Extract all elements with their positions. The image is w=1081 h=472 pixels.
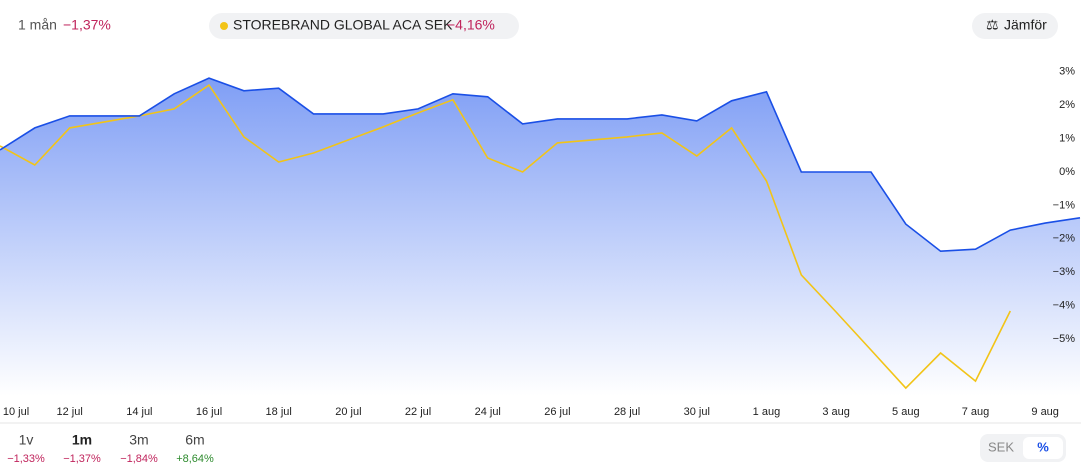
legend-value: −4,16% bbox=[447, 17, 495, 33]
x-tick-label: 24 jul bbox=[475, 406, 501, 418]
y-tick-label: −4% bbox=[1053, 300, 1076, 312]
x-tick-label: 22 jul bbox=[405, 406, 431, 418]
unit-option[interactable]: % bbox=[1037, 439, 1049, 454]
period-change: −1,84% bbox=[120, 453, 158, 465]
legend-pill[interactable] bbox=[209, 13, 519, 39]
x-tick-label: 30 jul bbox=[684, 406, 710, 418]
x-tick-label: 14 jul bbox=[126, 406, 152, 418]
x-tick-label: 12 jul bbox=[57, 406, 83, 418]
compare-button[interactable] bbox=[972, 13, 1058, 39]
period-change: −1,37% bbox=[63, 453, 101, 465]
period-tab[interactable]: 1m bbox=[72, 432, 92, 448]
y-tick-label: 2% bbox=[1059, 99, 1075, 111]
y-tick-label: 3% bbox=[1059, 66, 1075, 78]
compare-label: Jämför bbox=[1004, 17, 1047, 33]
y-tick-label: −1% bbox=[1053, 199, 1076, 211]
x-tick-label: 18 jul bbox=[266, 406, 292, 418]
x-tick-label: 3 aug bbox=[822, 406, 850, 418]
unit-toggle-active bbox=[1023, 437, 1063, 459]
period-tab[interactable]: 3m bbox=[129, 432, 148, 448]
period-label: 1 mån bbox=[18, 17, 57, 33]
x-tick-label: 10 jul bbox=[3, 406, 29, 418]
area bbox=[0, 78, 1080, 396]
x-tick-label: 28 jul bbox=[614, 406, 640, 418]
compare-icon: ⚖ bbox=[986, 17, 999, 33]
x-tick-label: 5 aug bbox=[892, 406, 920, 418]
x-tick-label: 20 jul bbox=[335, 406, 361, 418]
x-tick-label: 7 aug bbox=[962, 406, 990, 418]
line bbox=[0, 83, 1012, 390]
unit-option[interactable]: SEK bbox=[988, 439, 1014, 454]
period-change: −1,37% bbox=[63, 17, 111, 33]
x-tick-label: 1 aug bbox=[753, 406, 781, 418]
y-tick-label: 1% bbox=[1059, 132, 1075, 144]
y-tick-label: −3% bbox=[1053, 266, 1076, 278]
period-tab[interactable]: 1v bbox=[19, 432, 34, 448]
x-tick-label: 16 jul bbox=[196, 406, 222, 418]
legend-dot bbox=[220, 22, 228, 30]
y-tick-label: 0% bbox=[1059, 166, 1075, 178]
x-tick-label: 9 aug bbox=[1031, 406, 1059, 418]
y-tick-label: −5% bbox=[1053, 333, 1076, 345]
period-tab[interactable]: 6m bbox=[185, 432, 204, 448]
period-change: +8,64% bbox=[176, 453, 214, 465]
line bbox=[0, 77, 1081, 253]
y-tick-label: −2% bbox=[1053, 233, 1076, 245]
legend-label: STOREBRAND GLOBAL ACA SEK bbox=[233, 17, 453, 33]
period-change: −1,33% bbox=[7, 453, 45, 465]
x-tick-label: 26 jul bbox=[544, 406, 570, 418]
